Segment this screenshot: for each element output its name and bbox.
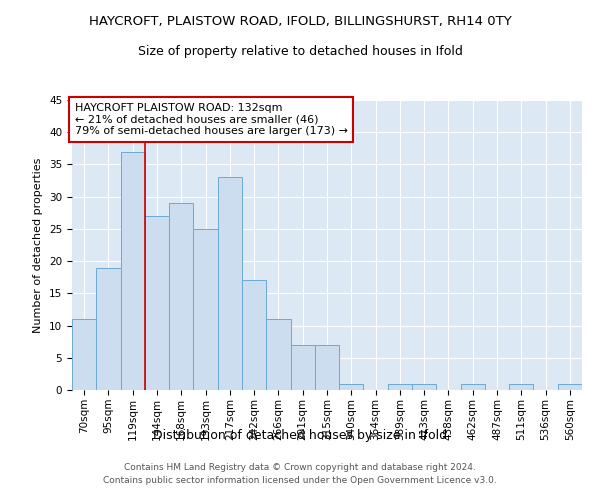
Bar — [290, 345, 315, 390]
Text: Contains HM Land Registry data © Crown copyright and database right 2024.
Contai: Contains HM Land Registry data © Crown c… — [103, 464, 497, 485]
Bar — [121, 152, 145, 390]
Bar — [96, 268, 121, 390]
Text: Size of property relative to detached houses in Ifold: Size of property relative to detached ho… — [137, 45, 463, 58]
Text: HAYCROFT PLAISTOW ROAD: 132sqm
← 21% of detached houses are smaller (46)
79% of : HAYCROFT PLAISTOW ROAD: 132sqm ← 21% of … — [74, 103, 347, 136]
Bar — [193, 229, 218, 390]
Bar — [145, 216, 169, 390]
Bar — [72, 319, 96, 390]
Bar — [388, 384, 412, 390]
Bar — [315, 345, 339, 390]
Y-axis label: Number of detached properties: Number of detached properties — [34, 158, 43, 332]
Bar — [218, 178, 242, 390]
Bar — [266, 319, 290, 390]
Bar — [509, 384, 533, 390]
Text: HAYCROFT, PLAISTOW ROAD, IFOLD, BILLINGSHURST, RH14 0TY: HAYCROFT, PLAISTOW ROAD, IFOLD, BILLINGS… — [89, 15, 511, 28]
Bar — [339, 384, 364, 390]
Bar — [169, 203, 193, 390]
Bar — [412, 384, 436, 390]
Bar — [558, 384, 582, 390]
Bar — [461, 384, 485, 390]
Text: Distribution of detached houses by size in Ifold: Distribution of detached houses by size … — [153, 428, 447, 442]
Bar — [242, 280, 266, 390]
